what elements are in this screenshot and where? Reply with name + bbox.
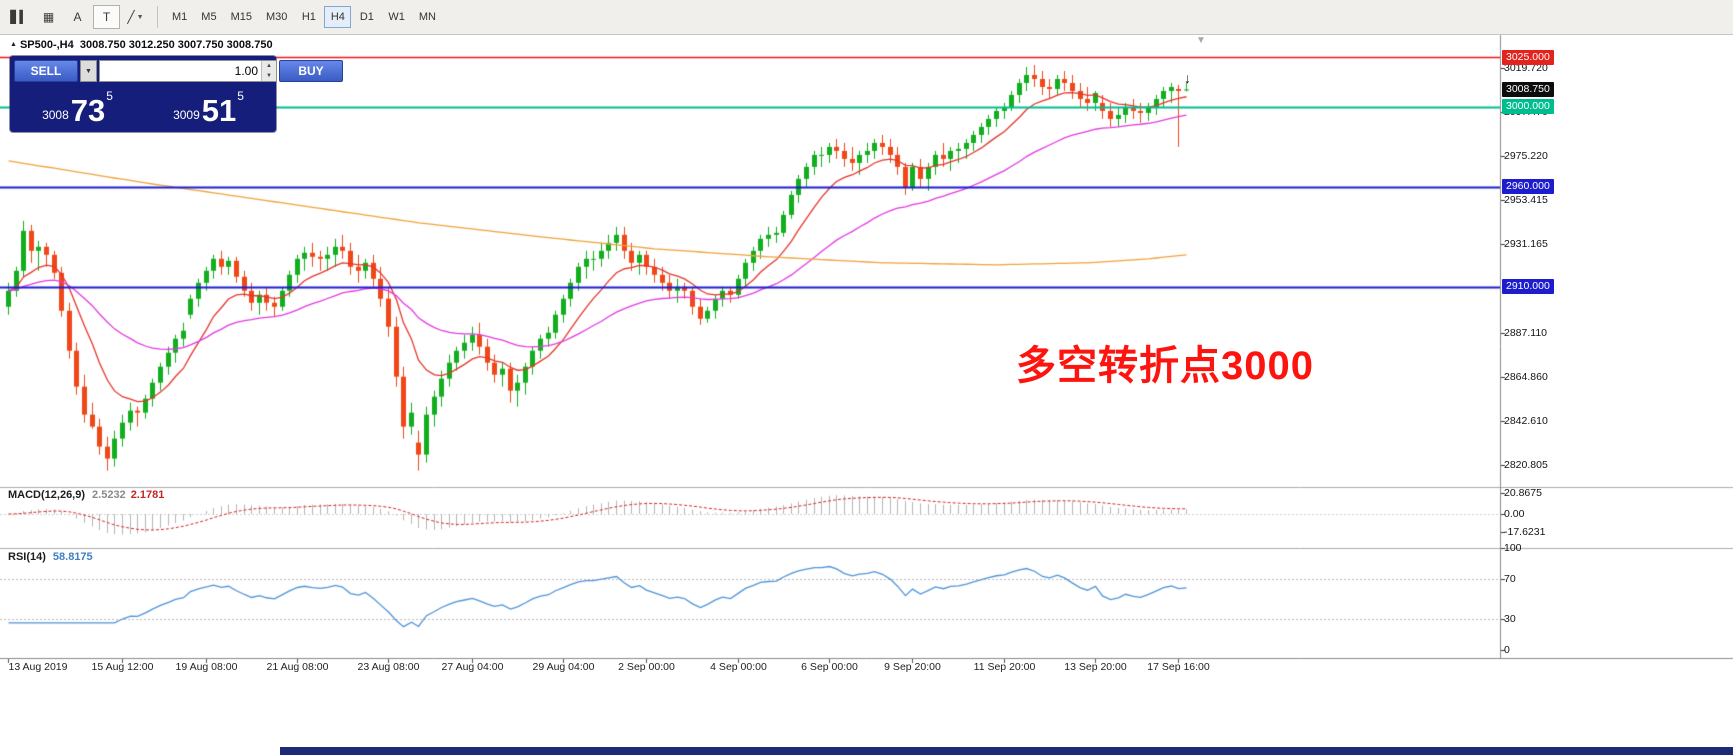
bid-prefix: 3008 [42, 108, 69, 122]
timeframe-group: M1 M5 M15 M30 H1 H4 D1 W1 MN [165, 6, 443, 28]
macd-label: MACD(12,26,9) [8, 489, 86, 501]
bid-big-digits: 73 [70, 93, 106, 128]
time-axis-label[interactable]: 13 Sep 20:00 [1064, 661, 1127, 673]
rsi-scale-label: 100 [1504, 542, 1522, 554]
chevron-down-icon[interactable]: ▼ [136, 13, 144, 21]
time-axis-label[interactable]: 23 Aug 08:00 [357, 661, 420, 673]
toolbar-separator [157, 6, 158, 28]
chart-shift-marker-icon[interactable]: ▼ [1196, 35, 1206, 46]
price-badge: 3000.000 [1502, 99, 1554, 115]
timeframe-h1[interactable]: H1 [295, 6, 322, 28]
grid-icon[interactable]: ▦ [35, 5, 62, 29]
chart-text-annotation[interactable]: 多空转折点3000 [1016, 344, 1314, 388]
down-arrow-icon[interactable]: ↓ [1184, 70, 1191, 86]
time-axis-label[interactable]: 19 Aug 08:00 [175, 661, 238, 673]
macd-scale-label: 20.8675 [1504, 487, 1542, 500]
volume-input[interactable] [100, 61, 261, 81]
price-scale-tick: 2953.415 [1504, 194, 1548, 207]
price-badge: 3025.000 [1502, 49, 1554, 65]
spinner-up-icon[interactable]: ▲ [262, 61, 276, 71]
taskbar-edge [280, 747, 1733, 755]
macd-scale-label: 0.00 [1504, 508, 1525, 520]
price-scale-tick: 2864.860 [1504, 370, 1548, 383]
price-scale-tick: 2842.610 [1504, 415, 1548, 428]
time-axis-label[interactable]: 6 Sep 00:00 [801, 661, 858, 673]
rsi-scale-label: 70 [1504, 572, 1516, 585]
volume-box: ▲▼ [99, 60, 277, 82]
volume-spinner[interactable]: ▲ ▼ [261, 61, 276, 81]
one-click-trade-panel: SELL ▼ ▲▼ BUY 3008 73 5 3009 51 5 [10, 56, 343, 132]
timeframe-d1[interactable]: D1 [353, 6, 380, 28]
time-axis-label[interactable]: 17 Sep 16:00 [1147, 661, 1210, 673]
macd-signal-value: 2.1781 [130, 489, 165, 501]
timeframe-h4[interactable]: H4 [324, 6, 352, 28]
rsi-indicator-title: RSI(14) 58.8175 [8, 551, 93, 563]
time-axis-label[interactable]: 9 Sep 20:00 [884, 661, 941, 673]
time-axis-label[interactable]: 4 Sep 00:00 [710, 661, 767, 673]
bid-pipette: 5 [106, 89, 113, 103]
timeframe-m5[interactable]: M5 [195, 6, 222, 28]
template-tool-icon[interactable]: T [93, 5, 120, 29]
ask-prefix: 3009 [173, 108, 200, 122]
timeframe-m30[interactable]: M30 [260, 6, 293, 28]
rsi-scale-label: 0 [1504, 644, 1510, 656]
symbol-title: SP500-,H4 [19, 39, 74, 51]
ask-big-digits: 51 [201, 93, 237, 128]
rsi-scale-label: 30 [1504, 613, 1516, 626]
candlestick-chart-icon[interactable]: ▋▍ [6, 5, 33, 29]
macd-indicator-title: MACD(12,26,9) 2.5232 2.1781 [8, 489, 164, 501]
text-tool-icon[interactable]: A [64, 5, 91, 29]
rsi-value: 58.8175 [52, 551, 93, 563]
spinner-down-icon[interactable]: ▼ [262, 71, 276, 81]
sell-button[interactable]: SELL [14, 60, 78, 82]
rsi-label: RSI(14) [8, 551, 46, 563]
timeframe-m15[interactable]: M15 [225, 6, 258, 28]
toolbar: ▋▍ ▦ A T ╱ ▼ M1 M5 M15 M30 H1 H4 D1 W1 MN [0, 0, 1733, 35]
price-badge: 3008.750 [1502, 81, 1554, 97]
price-scale-tick: 3019.720 [1504, 61, 1548, 74]
price-scale-tick: 2931.165 [1504, 238, 1548, 251]
price-scale-tick: 2975.220 [1504, 150, 1548, 163]
price-scale-tick: 2887.110 [1504, 326, 1548, 339]
bid-price: 3008 73 5 [14, 86, 141, 128]
tool-icon-group: ▋▍ ▦ A T ╱ ▼ [5, 5, 150, 29]
ohlc-readout: 3008.750 3012.250 3007.750 3008.750 [79, 39, 273, 51]
ask-price: 3009 51 5 [145, 86, 272, 128]
time-axis-label[interactable]: 21 Aug 08:00 [266, 661, 329, 673]
collapse-arrow-icon[interactable]: ▲ [10, 41, 17, 48]
price-scale-tick: 2820.805 [1504, 458, 1548, 471]
time-axis-label[interactable]: 27 Aug 04:00 [441, 661, 504, 673]
time-axis-label[interactable]: 29 Aug 04:00 [532, 661, 595, 673]
time-axis-label[interactable]: 15 Aug 12:00 [91, 661, 154, 673]
ask-pipette: 5 [237, 89, 244, 103]
timeframe-m1[interactable]: M1 [166, 6, 193, 28]
line-style-tool-icon[interactable]: ╱ ▼ [122, 5, 149, 29]
macd-main-value: 2.5232 [92, 489, 126, 501]
timeframe-mn[interactable]: MN [413, 6, 442, 28]
volume-dropdown-icon[interactable]: ▼ [80, 60, 97, 82]
time-axis-label[interactable]: 11 Sep 20:00 [973, 661, 1036, 673]
chart-symbol-header: ▲ SP500-,H4 3008.750 3012.250 3007.750 30… [10, 39, 273, 51]
price-badge: 2960.000 [1502, 179, 1554, 195]
buy-button[interactable]: BUY [279, 60, 343, 82]
time-axis-label[interactable]: 2 Sep 00:00 [618, 661, 675, 673]
timeframe-w1[interactable]: W1 [382, 6, 411, 28]
time-axis-label[interactable]: 13 Aug 2019 [8, 661, 68, 673]
price-badge: 2910.000 [1502, 279, 1554, 295]
macd-scale-label: -17.6231 [1504, 525, 1546, 538]
